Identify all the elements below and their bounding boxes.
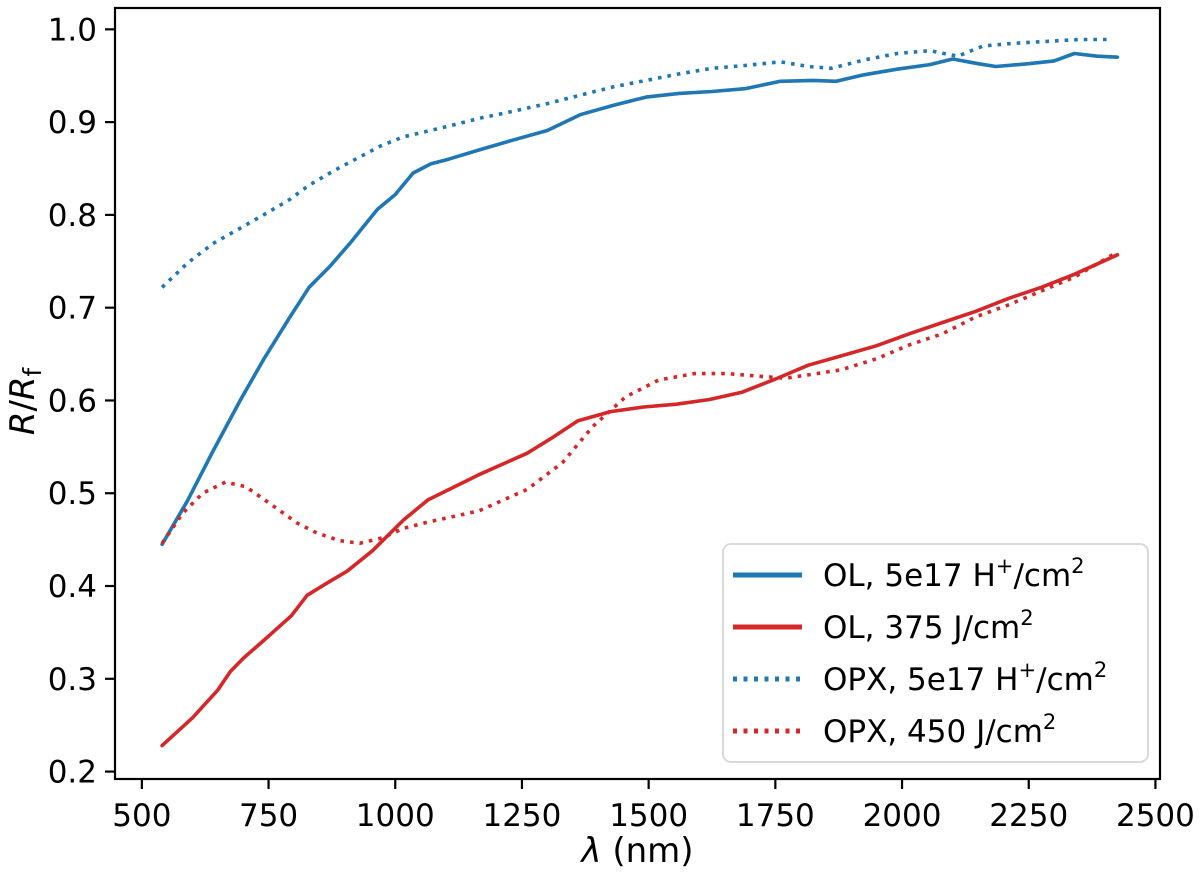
y-tick-label: 0.3 bbox=[48, 662, 97, 698]
x-axis-label-part: λ bbox=[579, 831, 601, 871]
legend-label-ol-375: OL, 375 J/cm2 bbox=[823, 605, 1034, 646]
legend-item: OPX, 5e17 H+/cm2 bbox=[733, 657, 1107, 698]
plot-frame bbox=[113, 6, 1162, 781]
y-tick-label: 0.2 bbox=[48, 755, 97, 791]
x-tick-label: 1500 bbox=[609, 798, 688, 834]
legend-item: OL, 5e17 H+/cm2 bbox=[733, 553, 1085, 594]
legend-label-opx-450-part: 2 bbox=[1043, 709, 1056, 734]
x-tick-label: 1000 bbox=[356, 798, 435, 834]
y-axis-label-part: / bbox=[3, 400, 43, 412]
y-tick-label: 0.6 bbox=[48, 383, 97, 419]
x-tick-label: 2500 bbox=[1116, 798, 1195, 834]
legend-frame bbox=[722, 543, 1149, 763]
y-tick-label: 0.9 bbox=[48, 105, 97, 141]
series-line-opx-hplus bbox=[160, 37, 1113, 289]
y-tick-label: 1.0 bbox=[48, 12, 97, 48]
x-tick-label: 2250 bbox=[989, 798, 1068, 834]
legend-item: OPX, 450 J/cm2 bbox=[733, 709, 1056, 750]
legend-label-opx-450-part: OPX, 450 J/cm bbox=[823, 714, 1043, 750]
legend-label-ol-hplus-part: + bbox=[996, 553, 1014, 578]
x-tick-label: 750 bbox=[239, 798, 298, 834]
x-tick-label: 500 bbox=[112, 798, 171, 834]
series-line-ol-hplus bbox=[160, 51, 1120, 547]
y-axis-label-part: R bbox=[3, 376, 43, 400]
legend-label-opx-450: OPX, 450 J/cm2 bbox=[823, 709, 1056, 750]
y-axis-label-part: f bbox=[18, 366, 47, 376]
series-line-ol-375 bbox=[160, 253, 1120, 748]
y-tick-label: 0.5 bbox=[48, 476, 97, 512]
legend-label-opx-hplus-part: OPX, 5e17 H bbox=[823, 662, 1018, 698]
legend-label-opx-hplus-part: 2 bbox=[1094, 657, 1107, 682]
legend-label-ol-hplus-part: OL, 5e17 H bbox=[823, 558, 996, 594]
y-tick-label: 0.4 bbox=[48, 569, 97, 605]
legend-label-ol-hplus-part: 2 bbox=[1071, 553, 1084, 578]
x-axis-label: λ (nm) bbox=[579, 831, 693, 871]
y-axis-label: R/Rf bbox=[3, 366, 47, 435]
legend-label-ol-375-part: OL, 375 J/cm bbox=[823, 610, 1020, 646]
x-axis-label-part: (nm) bbox=[602, 831, 694, 871]
x-tick-label: 1750 bbox=[736, 798, 815, 834]
legend-label-opx-hplus-part: + bbox=[1018, 657, 1036, 682]
legend-label-ol-375-part: 2 bbox=[1020, 605, 1033, 630]
y-tick-label: 0.8 bbox=[48, 198, 97, 234]
legend-label-ol-hplus-part: /cm bbox=[1013, 558, 1071, 594]
legend-label-ol-hplus: OL, 5e17 H+/cm2 bbox=[823, 553, 1085, 594]
x-tick-label: 1250 bbox=[482, 798, 561, 834]
y-tick-label: 0.7 bbox=[48, 291, 97, 327]
y-axis-label-part: R bbox=[3, 412, 43, 436]
legend-label-opx-hplus-part: /cm bbox=[1036, 662, 1094, 698]
legend-label-opx-hplus: OPX, 5e17 H+/cm2 bbox=[823, 657, 1107, 698]
x-tick-label: 2000 bbox=[863, 798, 942, 834]
legend-item: OL, 375 J/cm2 bbox=[733, 605, 1034, 646]
